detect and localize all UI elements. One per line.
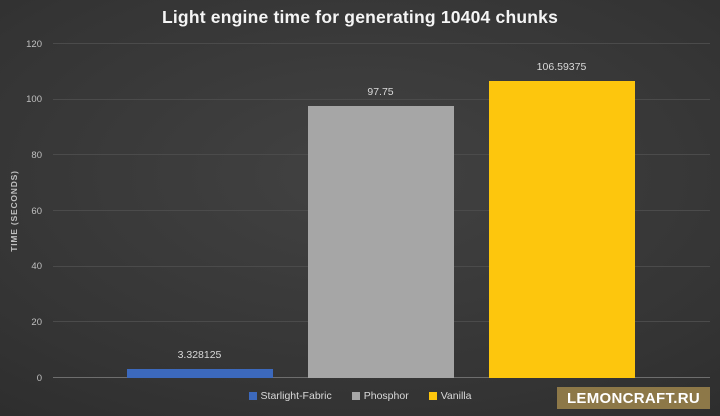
gridline (53, 98, 710, 100)
plot-area: 0 20 40 60 80 100 120 3.328125 97.75 106.59375 (26, 39, 710, 382)
legend-item-starlight-fabric: Starlight-Fabric (248, 390, 332, 402)
y-tick-label: 40 (31, 260, 42, 272)
legend-label: Phosphor (363, 390, 409, 402)
y-axis-title: TIME (SECONDS) (6, 44, 22, 378)
bar-value-label: 106.59375 (536, 61, 587, 74)
y-tick-label: 0 (36, 372, 42, 384)
bar-starlight-fabric (126, 368, 273, 378)
y-tick-label: 120 (26, 38, 42, 50)
y-tick-label: 80 (31, 149, 42, 161)
y-axis-title-text: TIME (SECONDS) (9, 170, 19, 252)
legend-swatch (248, 392, 257, 400)
y-tick-label: 60 (31, 205, 42, 217)
legend-swatch (351, 392, 360, 400)
gridline (53, 43, 710, 44)
legend-item-phosphor: Phosphor (351, 390, 409, 402)
bar-value-label: 3.328125 (177, 348, 222, 361)
legend-item-vanilla: Vanilla (428, 390, 472, 402)
y-tick-label: 100 (26, 93, 42, 105)
bar-phosphor (307, 105, 454, 378)
legend-swatch (428, 392, 437, 400)
bar-value-label: 97.75 (367, 85, 394, 98)
watermark-badge: LEMONCRAFT.RU (557, 387, 710, 409)
watermark-text: LEMONCRAFT.RU (566, 389, 701, 407)
bar-vanilla (488, 81, 635, 378)
y-tick-label: 20 (31, 316, 42, 328)
legend-label: Starlight-Fabric (260, 390, 332, 402)
legend-label: Vanilla (440, 390, 472, 402)
legend: Starlight-Fabric Phosphor Vanilla (0, 390, 720, 402)
chart-title: Light engine time for generating 10404 c… (161, 7, 559, 27)
